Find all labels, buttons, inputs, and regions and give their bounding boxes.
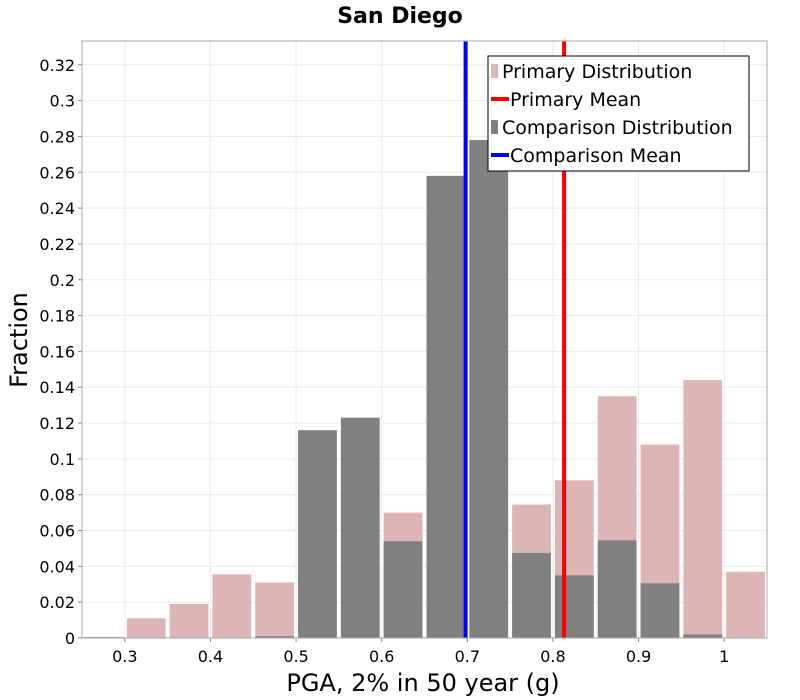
legend: Primary Distribution Primary Mean Comparis… [487, 55, 750, 172]
y-tick-label: 0.28 [39, 127, 75, 146]
comparison-distribution-bar [512, 552, 551, 638]
y-tick-label: 0.3 [50, 92, 75, 111]
plot-border [81, 40, 768, 639]
y-tick-label: 0.04 [39, 557, 75, 576]
y-axis-label: Fraction [5, 292, 33, 388]
y-tick-label: 0.06 [39, 522, 75, 541]
comparison-distribution-bar [683, 634, 723, 638]
primary-distribution-bar [212, 574, 252, 638]
comparison-distribution-bar [554, 575, 594, 638]
comparison-distribution-bar [340, 417, 380, 638]
comparison-distribution-bar [640, 583, 680, 638]
y-tick-label: 0.1 [50, 450, 75, 469]
y-tick-label: 0.22 [39, 235, 75, 254]
legend-swatch-comparison-distribution [491, 120, 498, 134]
y-tick-label: 0.18 [39, 307, 75, 326]
comparison-distribution-bar [426, 175, 466, 638]
y-tick-label: 0 [65, 629, 75, 648]
y-tick-label: 0.32 [39, 56, 75, 75]
primary-distribution-bar [726, 571, 765, 638]
primary-distribution-bar [683, 380, 723, 638]
y-tick-label: 0.02 [39, 593, 75, 612]
x-tick-label: 0.8 [540, 647, 565, 666]
comparison-distribution-bar [597, 540, 637, 638]
x-tick-label: 0.9 [626, 647, 651, 666]
y-tick-label: 0.14 [39, 378, 75, 397]
legend-label-primary-distribution: Primary Distribution [502, 61, 692, 83]
legend-swatch-primary-mean [491, 97, 509, 101]
comparison-distribution-bar [469, 140, 509, 639]
x-tick-label: 0.6 [369, 647, 394, 666]
legend-label-primary-mean: Primary Mean [510, 89, 641, 111]
x-tick-label: 0.5 [283, 647, 308, 666]
y-tick-label: 0.08 [39, 486, 75, 505]
x-axis-ticks: 0.3 0.4 0.5 0.6 0.7 0.8 0.9 1 [112, 638, 729, 666]
legend-label-comparison-distribution: Comparison Distribution [502, 117, 733, 139]
y-tick-label: 0.12 [39, 414, 75, 433]
y-tick-label: 0.16 [39, 342, 75, 361]
legend-swatch-comparison-mean [491, 153, 509, 157]
x-axis-label: PGA, 2% in 50 year (g) [286, 669, 559, 697]
y-tick-label: 0.2 [50, 271, 75, 290]
legend-box [487, 55, 750, 172]
x-tick-label: 0.7 [455, 647, 480, 666]
chart-title: San Diego [337, 4, 463, 29]
legend-swatch-primary-distribution [491, 64, 498, 78]
comparison-distribution-bar [383, 541, 423, 638]
comparison-distribution-bar [298, 430, 337, 638]
primary-distribution-bar [126, 618, 166, 638]
x-tick-label: 0.4 [198, 647, 223, 666]
legend-label-comparison-mean: Comparison Mean [510, 145, 682, 167]
x-tick-label: 0.3 [112, 647, 137, 666]
y-tick-label: 0.24 [39, 199, 75, 218]
y-axis-ticks: 0 0.02 0.04 0.06 0.08 0.1 0.12 0.14 0.16 0.18 0.2 0… [39, 56, 82, 648]
primary-distribution-bar [255, 582, 295, 638]
comparison-distribution-bar [255, 636, 295, 638]
y-tick-label: 0.26 [39, 163, 75, 182]
x-tick-label: 1 [719, 647, 729, 666]
primary-distribution-bar [169, 603, 209, 638]
comparison-distribution-bars [84, 140, 723, 639]
